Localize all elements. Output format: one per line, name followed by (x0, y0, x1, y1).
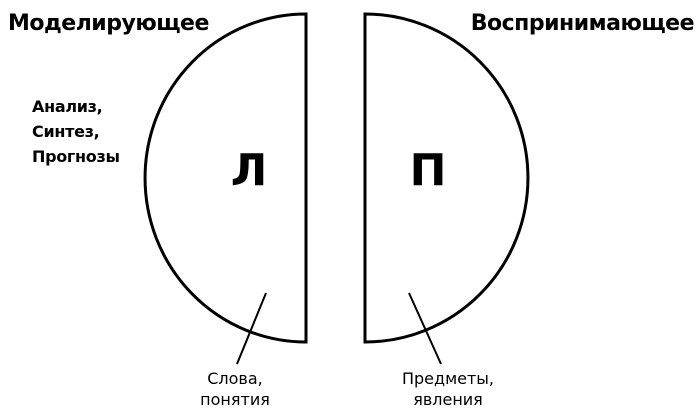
left-hemisphere-caption: Слова, понятия (180, 368, 290, 410)
modeling-hemisphere-heading: Моделирующее (8, 11, 209, 36)
right-hemisphere-shape (363, 12, 530, 344)
function-forecasts: Прогнозы (32, 147, 120, 166)
left-hemisphere-functions: Анализ, Синтез, Прогнозы (32, 94, 120, 169)
caption-concepts: понятия (200, 390, 270, 409)
right-caption-pointer (408, 292, 442, 365)
function-analysis: Анализ, (32, 97, 103, 116)
caption-objects: Предметы, (401, 369, 495, 388)
left-caption-pointer (236, 292, 267, 365)
right-hemisphere-caption: Предметы, явления (383, 368, 513, 410)
perceiving-hemisphere-heading: Воспринимающее (470, 11, 695, 36)
left-hemisphere-letter: Л (230, 145, 268, 196)
caption-words: Слова, (207, 369, 263, 388)
caption-phenomena: явления (413, 390, 483, 409)
right-hemisphere-letter: П (409, 145, 447, 196)
left-hemisphere-shape (143, 12, 308, 344)
function-synthesis: Синтез, (32, 122, 100, 141)
